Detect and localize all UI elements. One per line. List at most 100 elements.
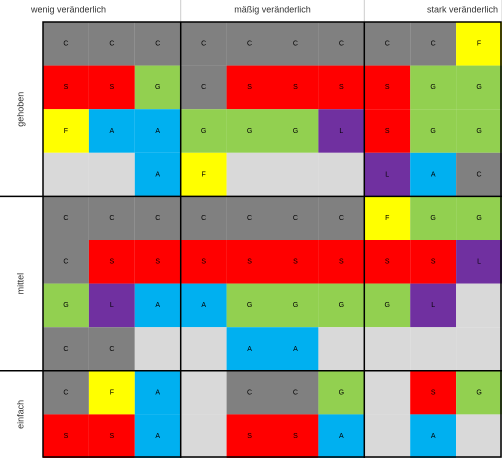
cell: [272, 283, 319, 328]
cell-label: C: [63, 389, 68, 396]
cell-label: F: [110, 389, 114, 396]
cell: [318, 414, 365, 458]
cell-label: S: [339, 259, 344, 266]
cell: [272, 152, 319, 197]
cell-label: G: [476, 84, 481, 91]
cell: [43, 65, 89, 110]
cell-label: S: [247, 259, 252, 266]
cell-label: S: [247, 84, 252, 91]
cell: [272, 22, 319, 66]
cell: [318, 65, 365, 110]
cell-label: S: [293, 433, 298, 440]
cell: [43, 283, 89, 328]
cell-label: A: [201, 302, 206, 309]
cell-label: A: [247, 346, 252, 353]
cell-label: A: [155, 128, 160, 135]
cell-label: S: [431, 259, 436, 266]
column-header: wenig veränderlich: [30, 4, 106, 14]
cell: [226, 109, 273, 153]
cell-label: S: [293, 259, 298, 266]
cell-label: G: [155, 84, 160, 91]
cell: [88, 109, 135, 153]
cell-label: S: [110, 84, 115, 91]
cell: [456, 283, 502, 328]
cell-label: L: [431, 302, 435, 309]
cell-label: G: [247, 302, 252, 309]
cell: [410, 109, 457, 153]
cell: [364, 109, 411, 153]
cell-label: F: [64, 128, 68, 135]
cell: [134, 370, 181, 415]
cell-label: F: [477, 41, 481, 48]
cell-label: C: [339, 215, 344, 222]
cell: [318, 370, 365, 415]
cell-label: G: [293, 128, 298, 135]
cell-label: C: [201, 84, 206, 91]
cell-label: A: [155, 171, 160, 178]
cell: [180, 65, 227, 110]
cell: [43, 22, 89, 66]
cell: [456, 414, 502, 458]
cell: [456, 22, 502, 66]
cell: [43, 109, 89, 153]
column-header: mäßig veränderlich: [234, 4, 311, 14]
cell-label: S: [247, 433, 252, 440]
cell: [318, 109, 365, 153]
cell-label: C: [109, 41, 114, 48]
cell: [364, 152, 411, 197]
cell: [43, 414, 89, 458]
cell-label: C: [247, 41, 252, 48]
cell-label: G: [247, 128, 252, 135]
cell-label: G: [293, 302, 298, 309]
cell-label: S: [385, 259, 390, 266]
cell-label: C: [201, 41, 206, 48]
cell-label: S: [110, 259, 115, 266]
cell-label: S: [110, 433, 115, 440]
cell-label: F: [385, 215, 389, 222]
cell: [134, 152, 181, 197]
cell: [180, 22, 227, 66]
cell-label: S: [201, 259, 206, 266]
cell-label: A: [339, 433, 344, 440]
cell: [180, 414, 227, 458]
cell-label: C: [63, 346, 68, 353]
cell: [456, 196, 502, 240]
cell: [134, 283, 181, 328]
cell: [456, 109, 502, 153]
cell: [226, 65, 273, 110]
cell: [226, 22, 273, 66]
cell-label: A: [293, 346, 298, 353]
cell: [226, 240, 273, 284]
cell: [134, 109, 181, 153]
cell: [456, 327, 502, 371]
cell: [364, 196, 411, 240]
cell: [410, 152, 457, 197]
cell: [226, 196, 273, 240]
cell: [364, 370, 411, 415]
cell-label: G: [476, 389, 481, 396]
cell-label: S: [64, 84, 69, 91]
cell: [318, 327, 365, 371]
row-group-label: einfach: [15, 400, 25, 429]
cell: [88, 22, 135, 66]
cell-label: C: [109, 346, 114, 353]
cell: [88, 414, 135, 458]
cell: [456, 240, 502, 284]
cell-label: G: [476, 128, 481, 135]
cell: [272, 109, 319, 153]
cell: [180, 240, 227, 284]
cell-label: S: [431, 389, 436, 396]
cell: [226, 283, 273, 328]
cell-label: C: [385, 41, 390, 48]
cell: [134, 65, 181, 110]
cell: [272, 414, 319, 458]
cell-label: S: [293, 84, 298, 91]
cell: [410, 370, 457, 415]
cell: [88, 240, 135, 284]
cell-label: S: [64, 433, 69, 440]
cell-label: G: [430, 84, 435, 91]
cell: [88, 65, 135, 110]
cell: [272, 65, 319, 110]
cell-label: C: [293, 41, 298, 48]
